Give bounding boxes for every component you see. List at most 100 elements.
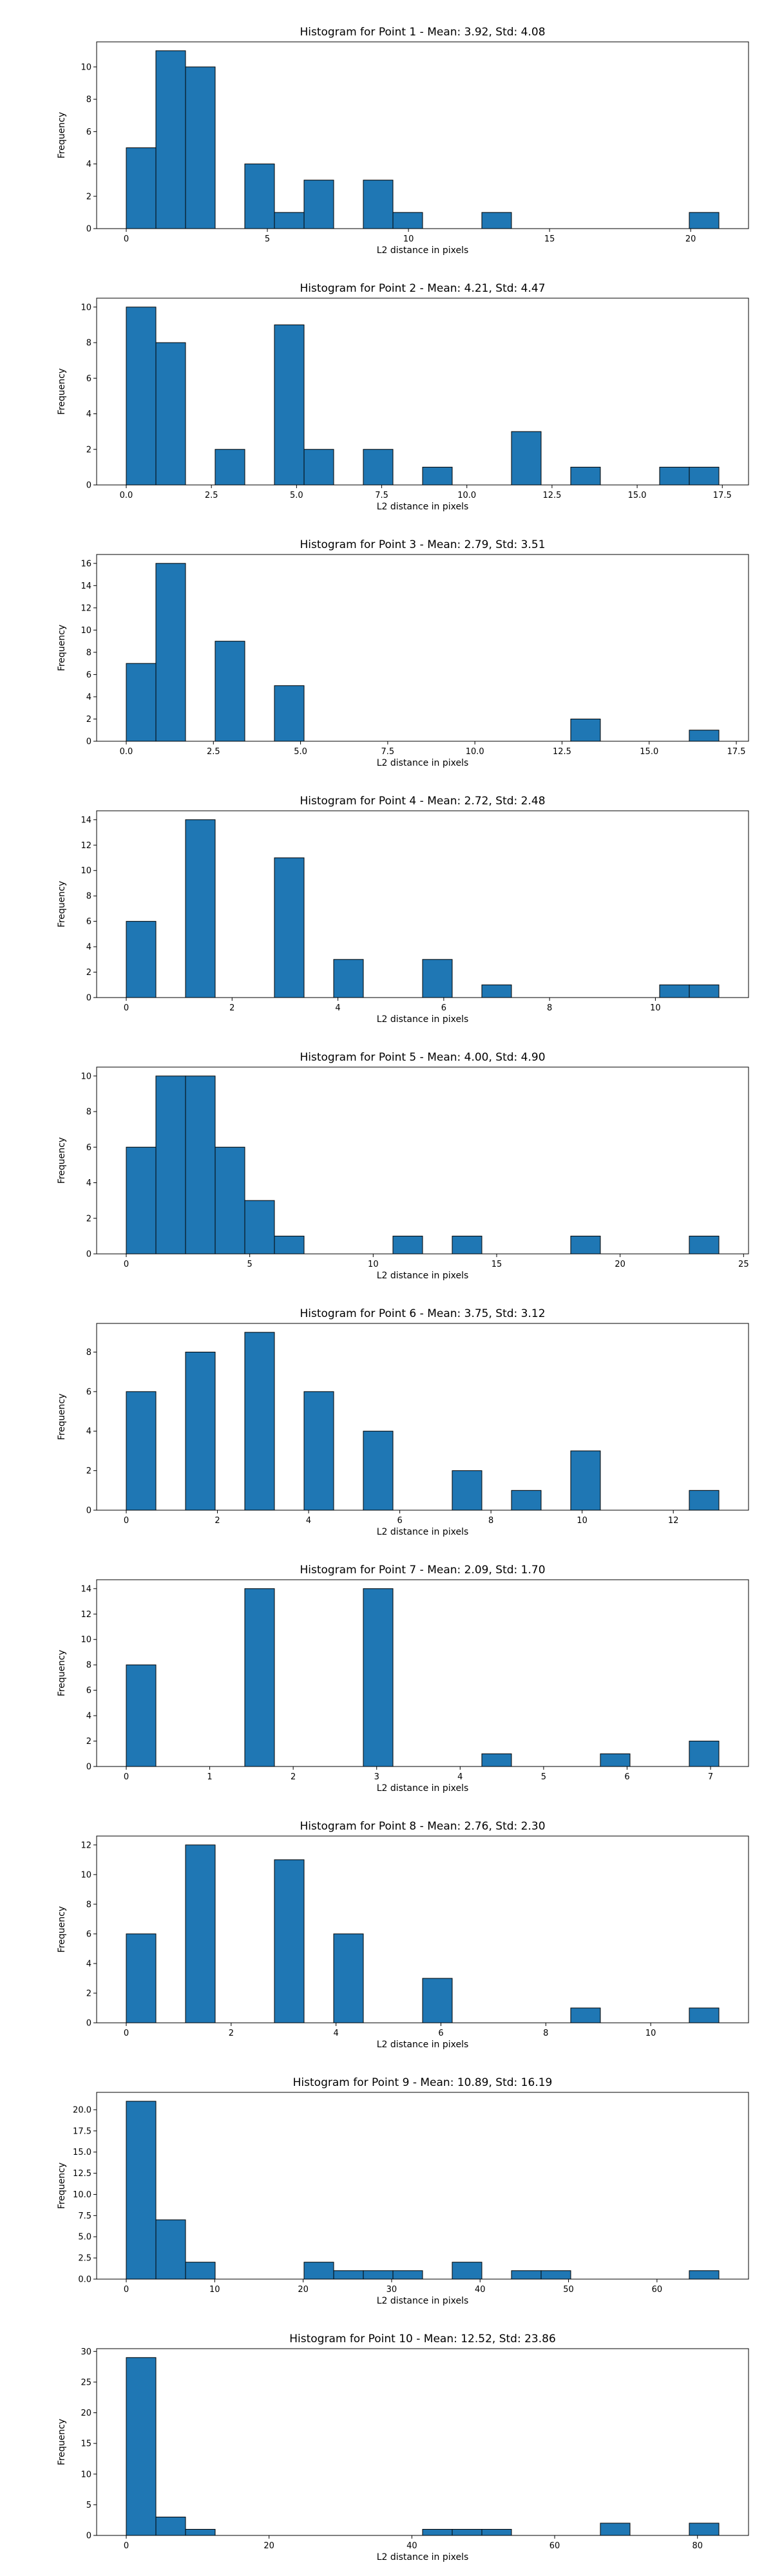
histogram-bar — [126, 2101, 157, 2280]
x-axis-label: L2 distance in pixels — [377, 1014, 469, 1025]
x-tick-label: 0 — [124, 234, 129, 244]
histogram-bar — [126, 1146, 157, 1255]
y-tick-label: 4 — [86, 1427, 91, 1437]
y-tick-label: 4 — [86, 1712, 91, 1721]
y-tick-label: 6 — [86, 374, 91, 384]
histogram-bar — [570, 2007, 601, 2023]
x-tick-label: 4 — [457, 1772, 463, 1782]
x-tick-label: 7 — [708, 1772, 713, 1782]
y-tick-label: 8 — [86, 1348, 91, 1358]
histogram-bar — [215, 449, 245, 486]
histogram-bar — [570, 466, 601, 486]
y-tick-label: 14 — [81, 582, 91, 591]
y-tick-label: 0 — [86, 1763, 91, 1772]
x-tick-label: 20 — [298, 2285, 309, 2295]
y-tick-label: 0 — [86, 737, 91, 747]
chart-title: Histogram for Point 7 - Mean: 2.09, Std:… — [300, 1564, 545, 1577]
plot-frame — [96, 298, 749, 486]
histogram-bar — [689, 2270, 720, 2280]
x-tick-label: 10 — [577, 1516, 587, 1526]
y-tick-label: 10 — [81, 303, 91, 312]
x-tick-label: 15 — [544, 234, 555, 244]
histogram-bar — [303, 1391, 334, 1511]
y-tick-label: 6 — [86, 917, 91, 927]
x-axis-label: L2 distance in pixels — [377, 1527, 469, 1537]
y-tick-label: 12.5 — [73, 2169, 91, 2179]
y-tick-label: 8 — [86, 1661, 91, 1671]
x-tick-label: 4 — [334, 2029, 339, 2038]
x-tick-label: 12 — [668, 1516, 679, 1526]
x-tick-label: 2 — [229, 1003, 234, 1013]
y-tick-label: 0 — [86, 994, 91, 1003]
y-tick-label: 8 — [86, 648, 91, 658]
y-tick-label: 0 — [86, 2019, 91, 2029]
x-tick-label: 7.5 — [381, 747, 395, 757]
x-axis-label: L2 distance in pixels — [377, 502, 469, 512]
x-tick-label: 15 — [491, 1260, 502, 1269]
histogram-bar — [185, 819, 216, 998]
y-tick-label: 10 — [81, 2470, 91, 2479]
y-tick-label: 12 — [81, 603, 91, 613]
y-tick-label: 2 — [86, 445, 91, 455]
y-tick-label: 7.5 — [78, 2211, 91, 2221]
chart-title: Histogram for Point 6 - Mean: 3.75, Std:… — [300, 1307, 545, 1320]
x-tick-label: 2 — [229, 2029, 234, 2038]
x-tick-label: 0 — [124, 1260, 129, 1269]
chart-title: Histogram for Point 5 - Mean: 4.00, Std:… — [300, 1051, 545, 1064]
x-tick-label: 5.0 — [294, 747, 307, 757]
x-tick-label: 2.5 — [207, 747, 220, 757]
histogram-bar — [540, 2270, 571, 2280]
x-tick-label: 20 — [615, 1260, 625, 1269]
x-tick-label: 4 — [335, 1003, 340, 1013]
x-tick-label: 0.0 — [120, 747, 133, 757]
x-tick-label: 80 — [692, 2541, 703, 2551]
histogram-bar — [244, 164, 275, 229]
x-tick-label: 2 — [291, 1772, 296, 1782]
y-tick-label: 6 — [86, 1387, 91, 1397]
y-axis-label: Frequency — [57, 112, 67, 158]
plot-frame — [96, 2348, 749, 2536]
y-axis-label: Frequency — [57, 368, 67, 415]
y-tick-label: 0 — [86, 1250, 91, 1260]
histogram-bar — [659, 984, 690, 998]
y-tick-label: 2 — [86, 968, 91, 978]
chart-panel-8: Histogram for Point 8 - Mean: 2.76, Std:… — [57, 1820, 749, 2050]
x-tick-label: 10.0 — [457, 491, 476, 500]
histogram-bar — [363, 1588, 394, 1767]
y-tick-label: 0.0 — [78, 2275, 91, 2285]
histogram-bar — [392, 212, 423, 229]
x-tick-label: 6 — [438, 2029, 443, 2038]
x-tick-label: 20 — [263, 2541, 274, 2551]
y-tick-label: 10 — [81, 1635, 91, 1645]
histogram-bar — [274, 1235, 305, 1255]
chart-panel-4: Histogram for Point 4 - Mean: 2.72, Std:… — [57, 795, 749, 1025]
x-tick-label: 8 — [547, 1003, 552, 1013]
x-tick-label: 60 — [652, 2285, 663, 2295]
plot-frame — [96, 810, 749, 998]
chart-title: Histogram for Point 4 - Mean: 2.72, Std:… — [300, 795, 545, 808]
y-axis-label: Frequency — [57, 2419, 67, 2465]
y-tick-label: 20.0 — [73, 2105, 91, 2115]
histogram-bar — [185, 1351, 216, 1511]
y-tick-label: 0 — [86, 225, 91, 234]
chart-panel-6: Histogram for Point 6 - Mean: 3.75, Std:… — [57, 1307, 749, 1537]
y-tick-label: 4 — [86, 692, 91, 702]
chart-title: Histogram for Point 9 - Mean: 10.89, Std… — [293, 2076, 553, 2089]
x-tick-label: 4 — [306, 1516, 311, 1526]
histogram-bar — [185, 2262, 216, 2280]
histogram-bar — [452, 2262, 482, 2280]
x-tick-label: 10 — [368, 1260, 379, 1269]
y-tick-label: 8 — [86, 1900, 91, 1909]
y-tick-label: 4 — [86, 410, 91, 419]
y-axis-label: Frequency — [57, 1394, 67, 1440]
histogram-bar — [244, 1332, 275, 1511]
histogram-bar — [570, 1450, 601, 1511]
x-tick-label: 10 — [650, 1003, 661, 1013]
x-axis-label: L2 distance in pixels — [377, 2552, 469, 2562]
x-tick-label: 1 — [207, 1772, 212, 1782]
y-tick-label: 10 — [81, 1072, 91, 1081]
y-tick-label: 4 — [86, 160, 91, 169]
y-tick-label: 5 — [86, 2501, 91, 2510]
y-tick-label: 8 — [86, 1108, 91, 1117]
y-tick-label: 20 — [81, 2409, 91, 2418]
